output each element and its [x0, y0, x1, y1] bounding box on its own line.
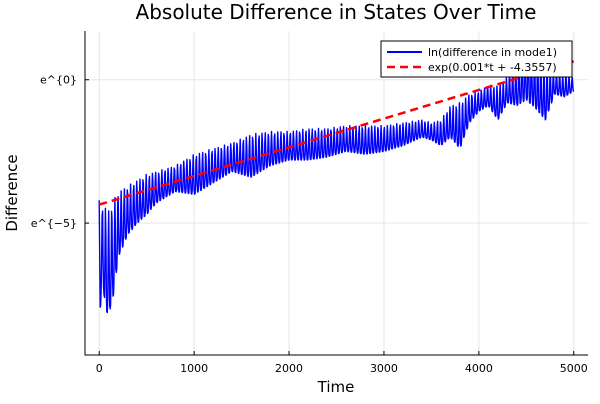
- y-axis-label: Difference: [3, 154, 21, 231]
- x-tick-label: 4000: [465, 362, 493, 375]
- y-tick-label: e^{−5}: [31, 217, 77, 230]
- legend-box: [380, 40, 573, 78]
- series-line-difference: [98, 42, 574, 314]
- series-line-exp-fit: [98, 60, 575, 206]
- x-tick-label: 2000: [275, 362, 303, 375]
- x-tick-label: 0: [96, 362, 103, 375]
- x-axis-label: Time: [317, 378, 355, 396]
- y-tick-label: e^{0}: [40, 74, 77, 87]
- axes-frame: [84, 31, 588, 356]
- x-tick-label: 3000: [370, 362, 398, 375]
- chart-title: Absolute Difference in States Over Time: [136, 0, 537, 24]
- legend-label-series-2: exp(0.001*t + -4.3557): [428, 61, 557, 74]
- series-layer: [98, 42, 575, 314]
- x-tick-label: 1000: [180, 362, 208, 375]
- x-tick-label: 5000: [560, 362, 588, 375]
- tick-layer: 0 1000 2000 3000 4000 5000 e^{0} e^{−5}: [31, 74, 588, 375]
- legend: ln(difference in mode1) exp(0.001*t + -4…: [380, 40, 573, 78]
- legend-label-series-1: ln(difference in mode1): [428, 46, 557, 59]
